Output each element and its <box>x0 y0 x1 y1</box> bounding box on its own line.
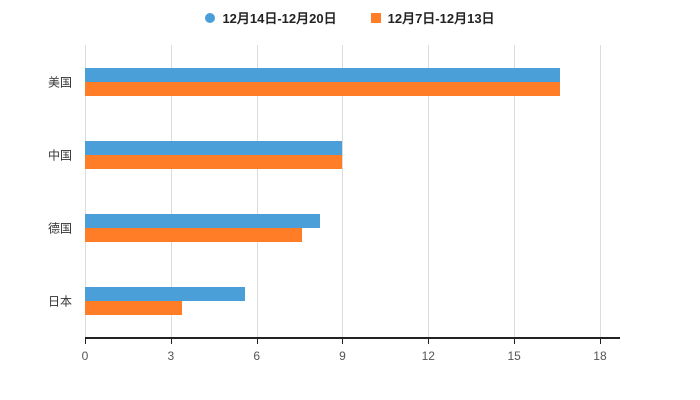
tickmark-x-15 <box>514 339 516 344</box>
xtick-label-6: 6 <box>253 349 260 363</box>
tickmark-x-3 <box>170 339 172 344</box>
gridline-x-12 <box>428 45 430 337</box>
gridline-x-6 <box>256 45 258 337</box>
tickmark-x-6 <box>256 339 258 344</box>
xtick-label-18: 18 <box>593 349 607 363</box>
legend-item-week2[interactable]: 12月14日-12月20日 <box>205 8 337 27</box>
legend-item-week1[interactable]: 12月7日-12月13日 <box>370 8 495 27</box>
xtick-label-9: 9 <box>339 349 346 363</box>
gridline-x-15 <box>514 45 516 337</box>
y-axis-labels: 美国 中国 德国 日本 <box>0 45 78 337</box>
bar-series1-cat1 <box>85 154 343 169</box>
gridline-x-3 <box>170 45 172 337</box>
chart-legend: 12月14日-12月20日 12月7日-12月13日 <box>0 8 700 27</box>
xtick-label-3: 3 <box>167 349 175 363</box>
bar-series0-cat1 <box>85 140 343 155</box>
xtick-label-12: 12 <box>421 349 435 363</box>
tickmark-x-12 <box>428 339 430 344</box>
ylabel-2: 德国 <box>47 221 72 235</box>
plot-area: 0 3 6 9 12 15 18 <box>82 45 620 363</box>
legend-label-week1: 12月7日-12月13日 <box>387 11 495 26</box>
bar-series1-cat2 <box>85 227 303 242</box>
gridline-x-0 <box>85 45 86 337</box>
bar-series0-cat3 <box>85 286 246 301</box>
xtick-label-0: 0 <box>81 349 89 363</box>
bar-series0-cat0 <box>85 67 560 82</box>
bar-series1-cat0 <box>85 81 560 96</box>
legend-marker-orange-square-icon <box>370 12 381 23</box>
gridline-x-9 <box>342 45 344 337</box>
xtick-label-15: 15 <box>507 349 521 363</box>
gridline-x-18 <box>599 45 601 337</box>
tickmark-x-9 <box>342 339 344 344</box>
legend-label-week2: 12月14日-12月20日 <box>222 11 337 26</box>
tickmark-x-0 <box>85 339 86 344</box>
ylabel-1: 中国 <box>47 148 72 162</box>
ylabel-3: 日本 <box>47 294 72 308</box>
ylabel-0: 美国 <box>47 75 72 89</box>
bar-series0-cat2 <box>85 213 320 228</box>
tickmark-x-18 <box>599 339 601 344</box>
legend-marker-blue-circle-icon <box>205 12 216 23</box>
bar-series1-cat3 <box>85 300 183 315</box>
